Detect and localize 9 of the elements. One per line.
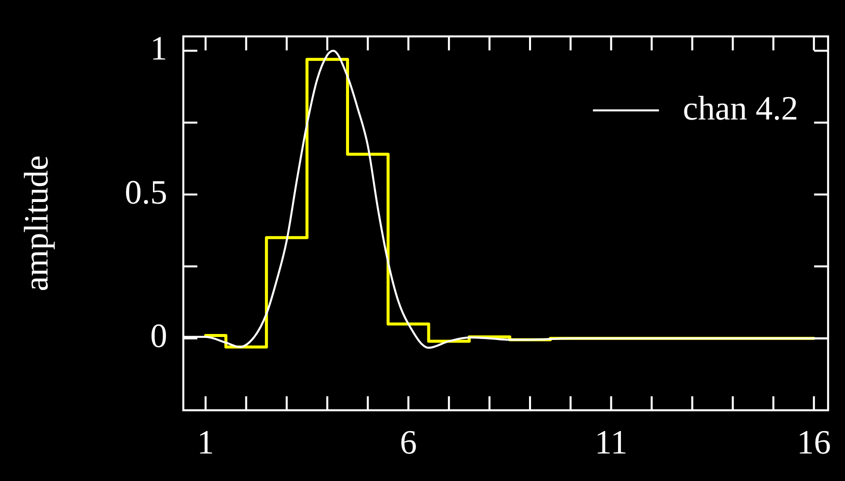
x-tick-label: 11 [594,424,628,462]
x-tick-label: 1 [197,424,214,462]
y-axis-title: amplitude [18,155,56,292]
x-tick-label: 6 [400,424,417,462]
legend-label: chan 4.2 [682,90,798,128]
y-tick-label: 0.5 [124,174,168,212]
x-tick-label: 16 [796,424,831,462]
y-tick-label: 0 [150,318,168,356]
y-tick-label: 1 [150,30,168,68]
